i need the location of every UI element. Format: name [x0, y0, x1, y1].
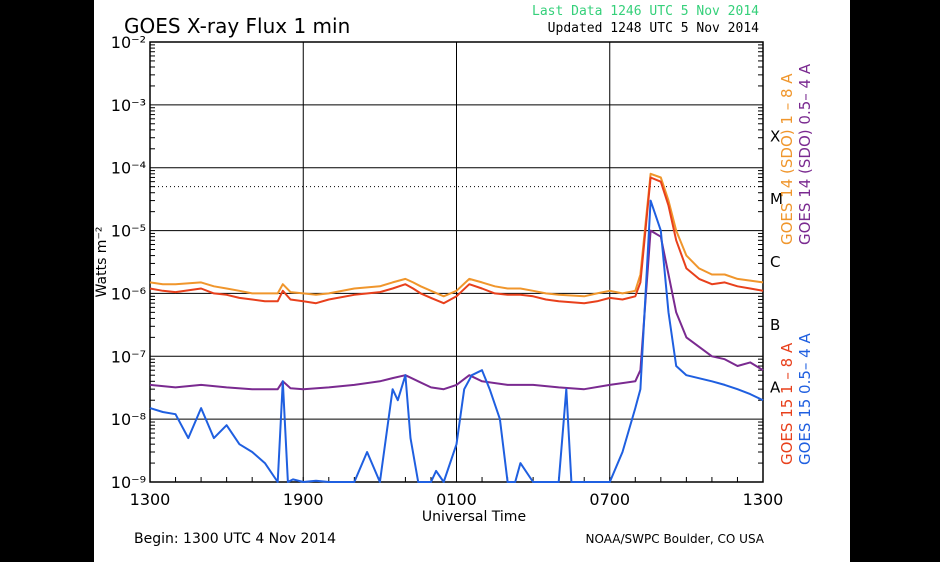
x-tick-label: 0700: [589, 490, 630, 509]
x-tick-label: 1300: [130, 490, 171, 509]
legend-entry-2: GOES 15 1 – 8 A: [778, 342, 796, 465]
y-tick-label: 10⁻³: [111, 96, 146, 115]
x-tick-label: 1900: [283, 490, 324, 509]
last-data-label: Last Data 1246 UTC 5 Nov 2014: [532, 4, 759, 19]
chart-title: GOES X-ray Flux 1 min: [124, 14, 350, 38]
y-tick-label: 10⁻⁹: [111, 473, 146, 492]
x-tick-label: 1300: [743, 490, 784, 509]
legend: GOES 14 (SDO) 1 – 8 A GOES 14 (SDO) 0.5– …: [778, 63, 814, 465]
y-axis-ticks: 10⁻⁹ 10⁻⁸ 10⁻⁷ 10⁻⁶ 10⁻⁵ 10⁻⁴ 10⁻³ 10⁻²: [111, 33, 763, 492]
y-tick-label: 10⁻⁶: [111, 284, 146, 303]
series-line-3: [149, 199, 764, 483]
y-tick-label: 10⁻²: [111, 33, 146, 52]
legend-entry-1: GOES 14 (SDO) 0.5– 4 A: [796, 63, 814, 245]
flare-class-M: M: [770, 190, 783, 208]
credit-label: NOAA/SWPC Boulder, CO USA: [586, 532, 765, 546]
legend-entry-3: GOES 15 0.5– 4 A: [796, 333, 814, 465]
legend-entry-0: GOES 14 (SDO) 1 – 8 A: [778, 73, 796, 245]
series-line-0: [149, 172, 764, 298]
begin-label: Begin: 1300 UTC 4 Nov 2014: [134, 531, 336, 547]
y-tick-label: 10⁻⁸: [111, 410, 146, 429]
updated-label: Updated 1248 UTC 5 Nov 2014: [548, 21, 759, 36]
flare-class-labels: X M C B A: [770, 127, 783, 396]
y-axis-label: Watts m⁻²: [94, 227, 110, 298]
y-tick-label: 10⁻⁴: [111, 159, 146, 178]
x-axis-label: Universal Time: [422, 509, 526, 525]
series-line-1: [149, 176, 764, 305]
x-axis-ticks: 1300 1900 0100 0700 1300: [130, 477, 784, 509]
flare-class-A: A: [770, 379, 781, 397]
goes-xray-plot-page: GOES X-ray Flux 1 min Last Data 1246 UTC…: [94, 0, 850, 562]
y-tick-label: 10⁻⁵: [111, 222, 146, 241]
flare-class-X: X: [770, 127, 780, 145]
xray-flux-chart: GOES X-ray Flux 1 min Last Data 1246 UTC…: [94, 4, 814, 547]
flare-class-C: C: [770, 253, 780, 271]
y-tick-label: 10⁻⁷: [111, 347, 146, 366]
series-group: [149, 172, 764, 483]
x-tick-label: 0100: [436, 490, 477, 509]
flare-class-B: B: [770, 316, 780, 334]
